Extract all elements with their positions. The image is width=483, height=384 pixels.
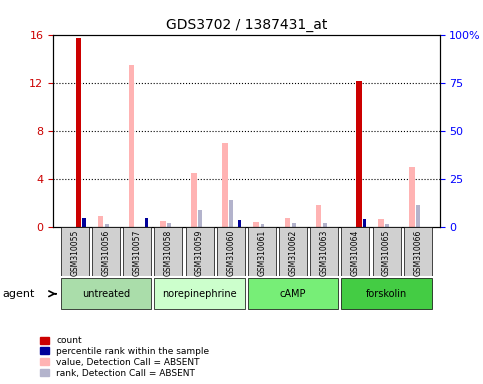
FancyBboxPatch shape — [155, 278, 245, 310]
FancyBboxPatch shape — [92, 227, 120, 276]
FancyBboxPatch shape — [248, 278, 338, 310]
FancyBboxPatch shape — [217, 227, 245, 276]
FancyBboxPatch shape — [341, 278, 432, 310]
FancyBboxPatch shape — [248, 227, 276, 276]
Text: agent: agent — [2, 289, 35, 299]
Bar — [191, 172, 197, 227]
Bar — [260, 224, 264, 227]
Bar — [254, 222, 259, 227]
Text: cAMP: cAMP — [280, 289, 306, 299]
FancyBboxPatch shape — [279, 227, 307, 276]
FancyBboxPatch shape — [310, 227, 338, 276]
Bar — [198, 210, 202, 227]
Bar — [98, 216, 103, 227]
Bar — [82, 218, 85, 227]
FancyBboxPatch shape — [372, 227, 400, 276]
Bar — [160, 220, 166, 227]
FancyBboxPatch shape — [61, 227, 89, 276]
Bar — [75, 38, 81, 227]
FancyBboxPatch shape — [185, 227, 213, 276]
Text: forskolin: forskolin — [366, 289, 407, 299]
Bar — [238, 220, 242, 227]
Bar — [129, 65, 134, 227]
Text: GSM310057: GSM310057 — [133, 230, 142, 276]
Text: GSM310061: GSM310061 — [257, 230, 267, 276]
Text: untreated: untreated — [82, 289, 130, 299]
Bar — [167, 223, 171, 227]
Bar — [363, 219, 366, 227]
Bar — [229, 200, 233, 227]
Text: GSM310060: GSM310060 — [226, 230, 235, 276]
Bar — [409, 167, 415, 227]
Text: GSM310058: GSM310058 — [164, 230, 173, 276]
Text: GSM310065: GSM310065 — [382, 230, 391, 276]
Text: GSM310063: GSM310063 — [320, 230, 329, 276]
Bar — [416, 205, 420, 227]
Bar — [105, 224, 109, 227]
Text: norepinephrine: norepinephrine — [162, 289, 237, 299]
Legend: count, percentile rank within the sample, value, Detection Call = ABSENT, rank, : count, percentile rank within the sample… — [38, 334, 211, 379]
Title: GDS3702 / 1387431_at: GDS3702 / 1387431_at — [166, 18, 327, 32]
Text: GSM310056: GSM310056 — [101, 230, 111, 276]
Bar — [323, 223, 327, 227]
FancyBboxPatch shape — [155, 227, 183, 276]
FancyBboxPatch shape — [123, 227, 151, 276]
Bar — [356, 81, 362, 227]
FancyBboxPatch shape — [61, 278, 151, 310]
Bar — [292, 223, 296, 227]
Text: GSM310059: GSM310059 — [195, 230, 204, 276]
Bar — [284, 218, 290, 227]
Text: GSM310066: GSM310066 — [413, 230, 422, 276]
FancyBboxPatch shape — [404, 227, 432, 276]
Text: GSM310055: GSM310055 — [71, 230, 79, 276]
Bar — [316, 205, 321, 227]
FancyBboxPatch shape — [341, 227, 369, 276]
Bar — [385, 224, 389, 227]
Text: GSM310064: GSM310064 — [351, 230, 360, 276]
Bar — [144, 218, 148, 227]
Bar — [222, 142, 228, 227]
Bar — [378, 219, 384, 227]
Text: GSM310062: GSM310062 — [288, 230, 298, 276]
